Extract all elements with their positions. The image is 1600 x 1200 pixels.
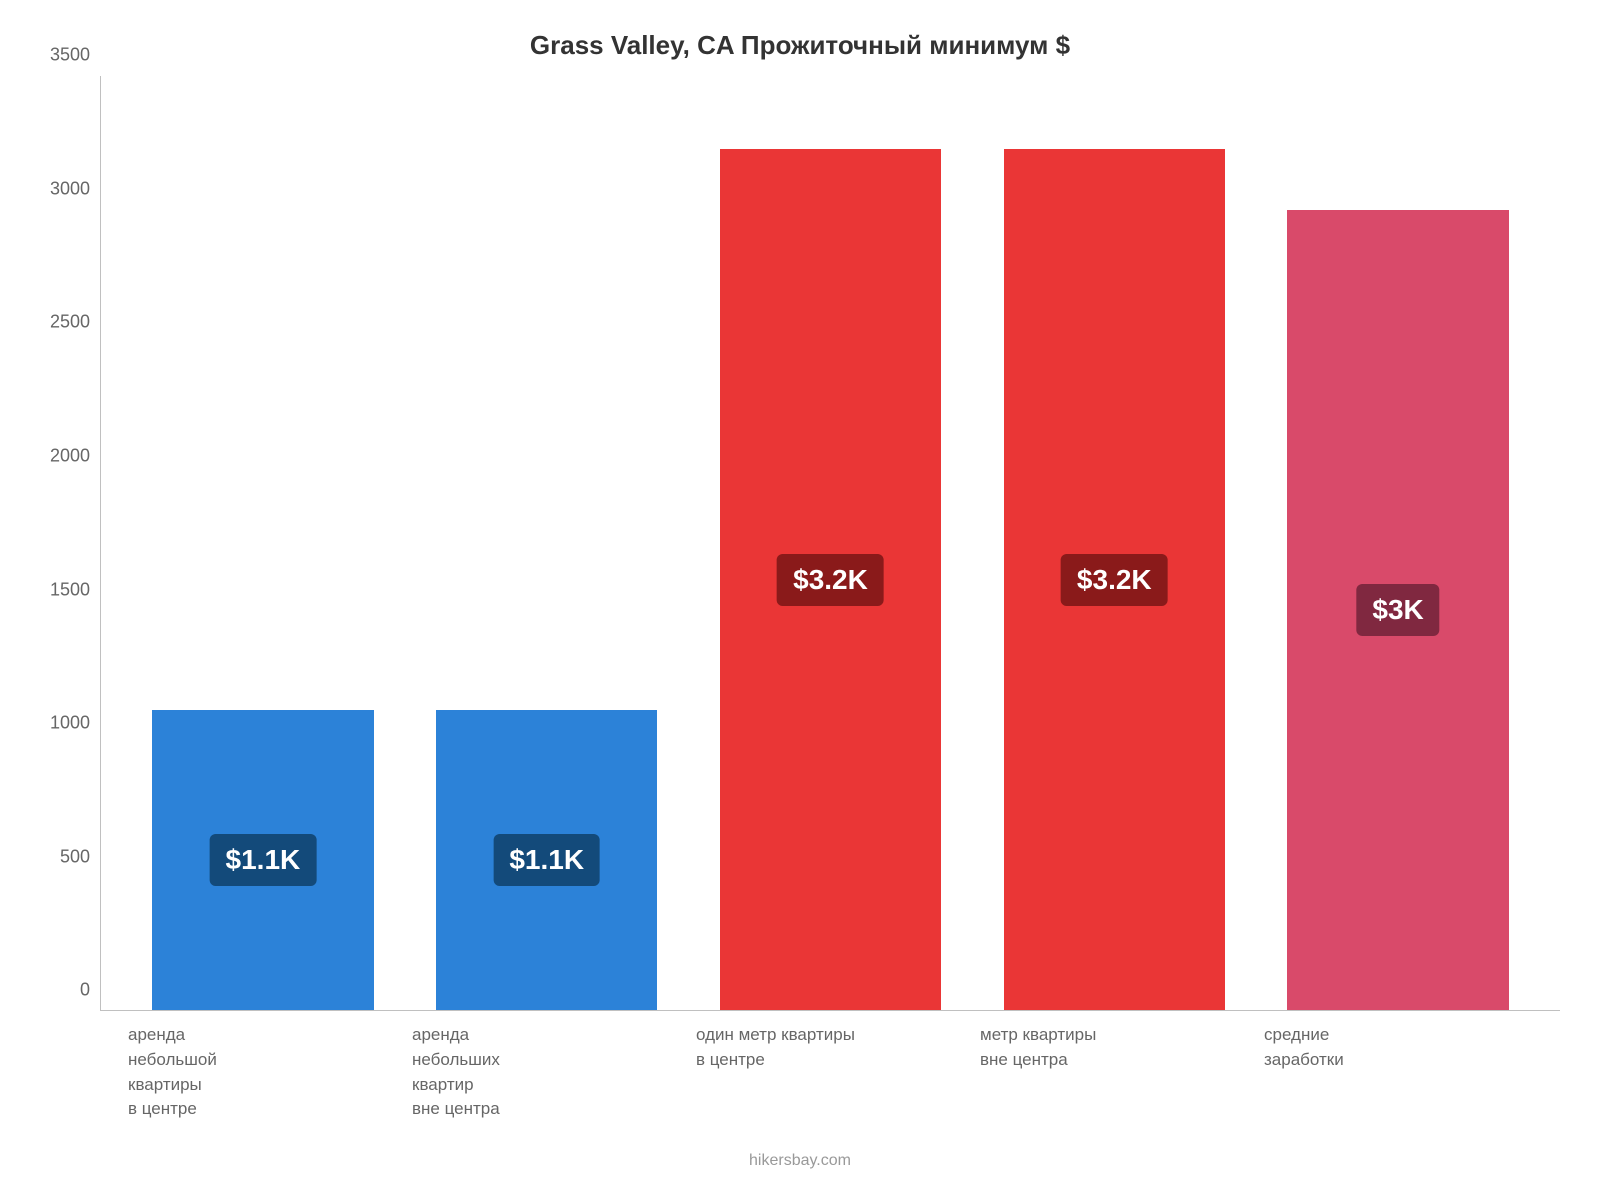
bar-value-label: $3.2K <box>1061 554 1168 606</box>
bar-group: $1.1K <box>405 76 689 1010</box>
x-axis: аренданебольшойквартирыв центреаренданеб… <box>40 1023 1560 1122</box>
bar-group: $1.1K <box>121 76 405 1010</box>
bar: $3.2K <box>720 149 941 1010</box>
x-axis-label: средниезаработки <box>1256 1023 1540 1122</box>
chart-container: Grass Valley, CA Прожиточный минимум $ 0… <box>40 30 1560 1170</box>
chart-body: 0500100015002000250030003500 $1.1K$1.1K$… <box>40 76 1560 1011</box>
x-axis-label: аренданебольшихквартирвне центра <box>404 1023 688 1122</box>
bar-value-label: $3K <box>1356 584 1439 636</box>
bar-value-label: $1.1K <box>493 834 600 886</box>
bar: $1.1K <box>152 710 373 1010</box>
y-axis: 0500100015002000250030003500 <box>40 76 100 1011</box>
y-tick: 500 <box>60 846 90 867</box>
y-tick: 1000 <box>50 713 90 734</box>
bars-area: $1.1K $1.1K $3.2K $3.2K $3K <box>101 76 1560 1010</box>
bar-value-label: $3.2K <box>777 554 884 606</box>
y-tick: 3500 <box>50 45 90 66</box>
plot-area: $1.1K $1.1K $3.2K $3.2K $3K <box>100 76 1560 1011</box>
y-tick: 0 <box>80 980 90 1001</box>
y-tick: 2000 <box>50 445 90 466</box>
bar: $3K <box>1287 210 1508 1011</box>
bar-group: $3.2K <box>689 76 973 1010</box>
y-tick: 1500 <box>50 579 90 600</box>
bar-value-label: $1.1K <box>210 834 317 886</box>
chart-title: Grass Valley, CA Прожиточный минимум $ <box>40 30 1560 61</box>
y-tick: 2500 <box>50 312 90 333</box>
footer-attribution: hikersbay.com <box>40 1152 1560 1170</box>
x-axis-label: аренданебольшойквартирыв центре <box>120 1023 404 1122</box>
bar: $3.2K <box>1004 149 1225 1010</box>
bar-group: $3K <box>1256 76 1540 1010</box>
y-tick: 3000 <box>50 178 90 199</box>
x-labels: аренданебольшойквартирыв центреаренданеб… <box>100 1023 1560 1122</box>
x-axis-label: один метр квартирыв центре <box>688 1023 972 1122</box>
bar-group: $3.2K <box>972 76 1256 1010</box>
bar: $1.1K <box>436 710 657 1010</box>
x-axis-label: метр квартирывне центра <box>972 1023 1256 1122</box>
